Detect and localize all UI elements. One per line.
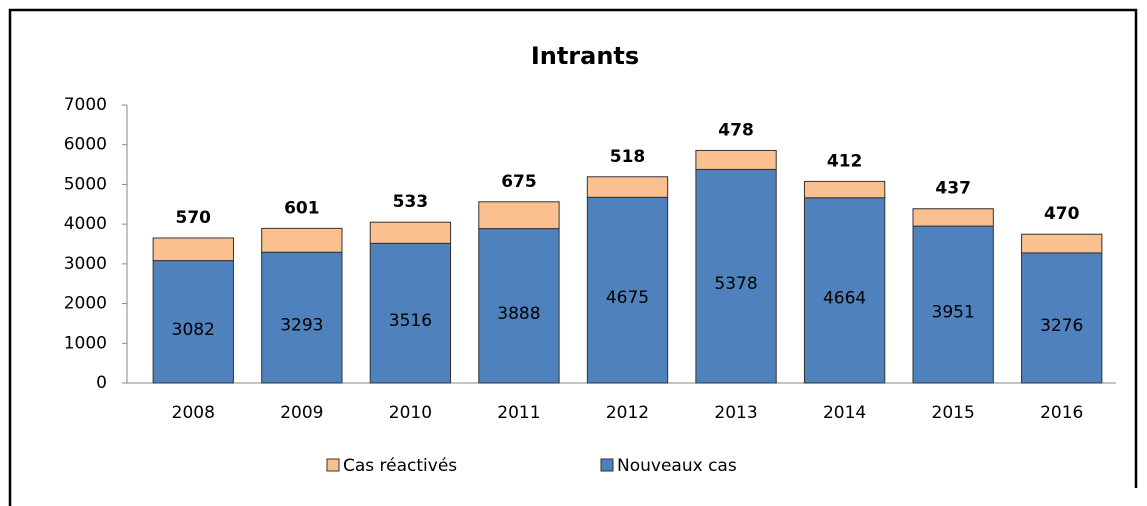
bar-segment	[586, 176, 669, 198]
x-tick-label: 2009	[280, 403, 323, 423]
data-label: 4675	[606, 288, 649, 308]
x-tick-label: 2016	[1040, 403, 1083, 423]
y-tick-label: 2000	[64, 294, 107, 314]
bar-segment	[695, 168, 777, 384]
x-tick-label: 2014	[823, 403, 866, 423]
legend-swatch	[326, 458, 340, 472]
bar-segment	[695, 149, 777, 170]
chart-title: Intrants	[531, 42, 639, 70]
data-label: 518	[610, 147, 646, 167]
x-tick-label: 2013	[714, 403, 757, 423]
x-tick-label: 2011	[497, 403, 540, 423]
data-label: 570	[176, 208, 212, 228]
data-label: 3516	[389, 311, 432, 331]
x-tick-label: 2010	[389, 403, 432, 423]
y-tick-label: 5000	[64, 174, 107, 194]
legend-label: Cas réactivés	[343, 456, 457, 476]
bar-segment	[152, 260, 234, 384]
y-tick-label: 7000	[64, 95, 107, 115]
data-label: 3082	[172, 320, 215, 340]
data-label: 3276	[1040, 316, 1083, 336]
data-label: 437	[935, 179, 971, 199]
y-tick-label: 1000	[64, 333, 107, 353]
data-label: 470	[1044, 204, 1080, 224]
y-tick-label: 6000	[64, 135, 107, 155]
legend-swatch	[600, 458, 614, 472]
bar-segment	[912, 225, 994, 384]
data-label: 478	[718, 120, 754, 140]
data-label: 412	[827, 151, 863, 171]
bar-segment	[369, 242, 452, 384]
bar-segment	[152, 237, 234, 262]
x-tick-label: 2008	[172, 403, 215, 423]
data-label: 3293	[280, 316, 323, 336]
bar-segment	[478, 201, 560, 230]
data-label: 675	[501, 172, 537, 192]
bar-segment	[803, 197, 886, 384]
bar-segment	[478, 228, 560, 384]
bar-segment	[1021, 233, 1103, 254]
bar-segment	[261, 251, 343, 384]
data-label: 3951	[932, 303, 975, 323]
y-tick-label: 4000	[64, 214, 107, 234]
bar-segment	[369, 221, 452, 244]
data-label: 4664	[823, 288, 866, 308]
data-label: 601	[284, 198, 320, 218]
bar-segment	[912, 208, 994, 227]
y-tick-label: 3000	[64, 254, 107, 274]
frame	[8, 8, 1138, 506]
x-tick-label: 2012	[606, 403, 649, 423]
y-tick-label: 0	[96, 373, 107, 393]
bar-segment	[261, 227, 343, 253]
bar-segment	[803, 180, 886, 199]
data-label: 5378	[714, 274, 757, 294]
x-tick-label: 2015	[932, 403, 975, 423]
data-label: 533	[393, 192, 429, 212]
bar-segment	[586, 196, 669, 384]
legend-label: Nouveaux cas	[617, 456, 737, 476]
bar-segment	[1021, 252, 1103, 384]
data-label: 3888	[497, 304, 540, 324]
